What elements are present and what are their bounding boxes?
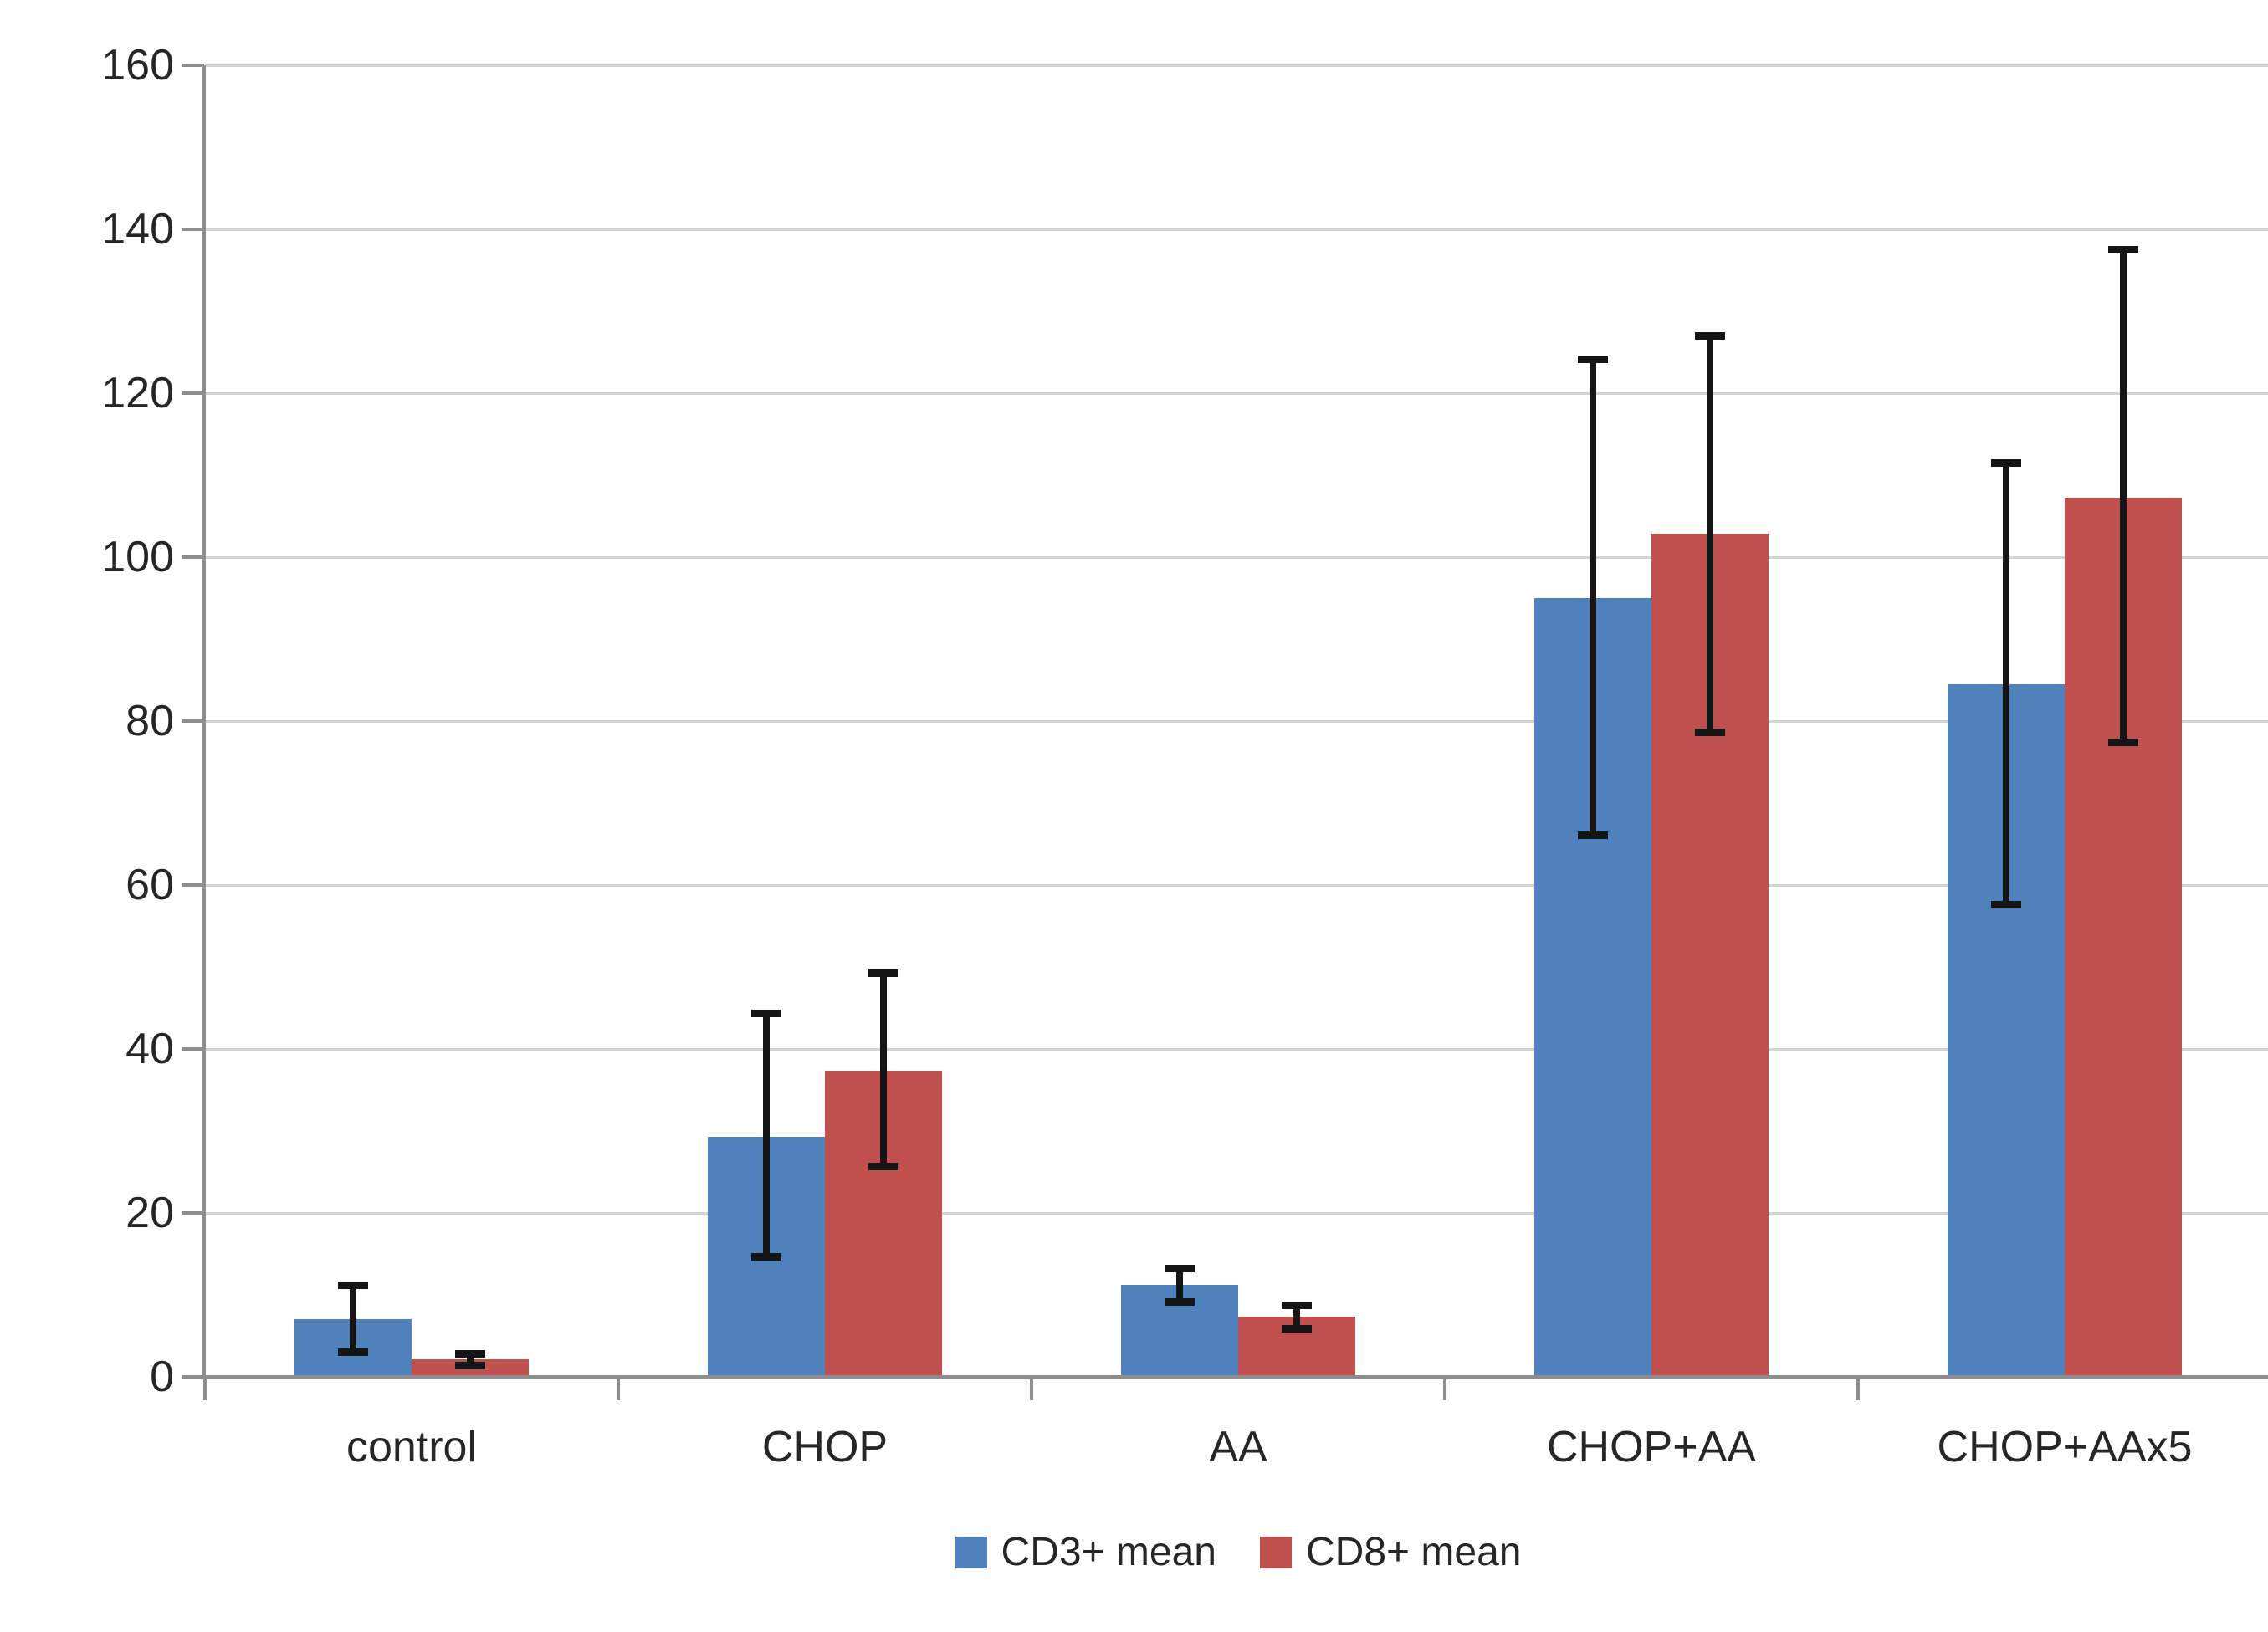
error-bar-cap-bottom	[1991, 901, 2021, 909]
error-bar-cap-top	[1991, 459, 2021, 468]
error-bar-cap-top	[1282, 1301, 1312, 1309]
x-category-label-control: control	[346, 1423, 478, 1471]
x-tick-mark-0	[203, 1377, 207, 1400]
gridline-y160	[205, 64, 2268, 67]
y-tick-label-160: 160	[101, 41, 174, 90]
error-bar-cap-bottom	[1282, 1325, 1312, 1333]
x-category-label-CHOP+AA: CHOP+AA	[1547, 1423, 1756, 1471]
y-tick-mark-80	[182, 719, 204, 723]
error-bar-line	[1707, 331, 1713, 736]
error-bar-line	[880, 969, 887, 1171]
error-bar-line	[2120, 245, 2127, 747]
x-tick-mark-1	[617, 1377, 620, 1400]
error-bar-cap-bottom	[1695, 728, 1725, 736]
x-category-label-AA: AA	[1209, 1423, 1267, 1471]
grouped-bar-chart: CD3+ mean CD8+ mean 0 20 40 60 80 100 120 140 160…	[33, 13, 2268, 1619]
error-bar-cap-bottom	[2108, 739, 2138, 747]
x-category-label-CHOP+AAx5: CHOP+AAx5	[1937, 1423, 2193, 1471]
x-category-label-CHOP: CHOP	[761, 1423, 888, 1471]
y-tick-mark-140	[182, 228, 204, 231]
y-tick-mark-20	[182, 1211, 204, 1215]
y-tick-mark-0	[182, 1375, 204, 1379]
chart-legend: CD3+ mean CD8+ mean	[205, 1526, 2268, 1579]
legend-label: CD3+ mean	[1001, 1530, 1216, 1574]
error-bar-line	[467, 1349, 474, 1370]
error-bar-cap-top	[455, 1349, 485, 1358]
y-tick-mark-60	[182, 883, 204, 887]
error-bar-cap-bottom	[751, 1252, 781, 1261]
error-bar-line	[1293, 1301, 1300, 1333]
error-bar-line	[2003, 459, 2009, 909]
error-bar-CD3mean-CHOP	[751, 1009, 781, 1261]
error-bar-CD8mean-CHOP	[868, 969, 898, 1171]
gridline-y40	[205, 1047, 2268, 1051]
error-bar-CD3mean-CHOP+AAx5	[1991, 459, 2021, 909]
error-bar-line	[1590, 355, 1596, 840]
legend-entry-CD3mean: CD3+ mean	[955, 1529, 1216, 1576]
y-tick-label-60: 60	[125, 861, 174, 909]
y-tick-mark-120	[182, 391, 204, 395]
error-bar-CD8mean-control	[455, 1349, 485, 1370]
error-bar-line	[763, 1009, 770, 1261]
y-tick-label-0: 0	[150, 1353, 174, 1401]
x-tick-mark-4	[1856, 1377, 1860, 1400]
error-bar-cap-top	[338, 1282, 368, 1290]
legend-swatch-icon	[955, 1537, 987, 1568]
x-tick-mark-2	[1030, 1377, 1033, 1400]
x-axis-line	[202, 1375, 2268, 1379]
y-axis-line	[202, 65, 206, 1379]
error-bar-cap-bottom	[455, 1362, 485, 1370]
error-bar-cap-top	[868, 969, 898, 977]
error-bar-CD3mean-AA	[1165, 1264, 1195, 1306]
error-bar-CD8mean-CHOP+AA	[1695, 331, 1725, 736]
error-bar-CD8mean-AA	[1282, 1301, 1312, 1333]
error-bar-cap-top	[1578, 355, 1608, 363]
gridline-y80	[205, 719, 2268, 723]
legend-entry-CD8mean: CD8+ mean	[1260, 1529, 1521, 1576]
error-bar-cap-top	[2108, 245, 2138, 253]
y-tick-label-80: 80	[125, 697, 174, 745]
y-tick-mark-160	[182, 64, 204, 67]
gridline-y140	[205, 228, 2268, 231]
error-bar-line	[350, 1282, 356, 1357]
legend-label: CD8+ mean	[1306, 1530, 1522, 1574]
gridline-y60	[205, 883, 2268, 887]
gridline-y120	[205, 391, 2268, 395]
error-bar-CD8mean-CHOP+AAx5	[2108, 245, 2138, 747]
error-bar-cap-top	[1165, 1264, 1195, 1272]
gridline-y100	[205, 555, 2268, 559]
plot-area	[205, 64, 2268, 1377]
y-tick-label-140: 140	[101, 205, 174, 253]
y-tick-label-100: 100	[101, 533, 174, 581]
error-bar-CD3mean-CHOP+AA	[1578, 355, 1608, 840]
error-bar-cap-bottom	[868, 1163, 898, 1171]
y-tick-mark-40	[182, 1047, 204, 1051]
y-tick-label-120: 120	[101, 369, 174, 417]
gridline-y20	[205, 1211, 2268, 1215]
error-bar-line	[1176, 1264, 1183, 1306]
legend-swatch-icon	[1260, 1537, 1292, 1568]
error-bar-cap-bottom	[338, 1348, 368, 1357]
error-bar-CD3mean-control	[338, 1282, 368, 1357]
y-tick-mark-100	[182, 555, 204, 559]
error-bar-cap-top	[1695, 331, 1725, 340]
error-bar-cap-bottom	[1165, 1297, 1195, 1306]
y-tick-label-20: 20	[125, 1189, 174, 1237]
error-bar-cap-bottom	[1578, 831, 1608, 840]
error-bar-cap-top	[751, 1009, 781, 1017]
x-tick-mark-3	[1443, 1377, 1446, 1400]
y-tick-label-40: 40	[125, 1025, 174, 1073]
